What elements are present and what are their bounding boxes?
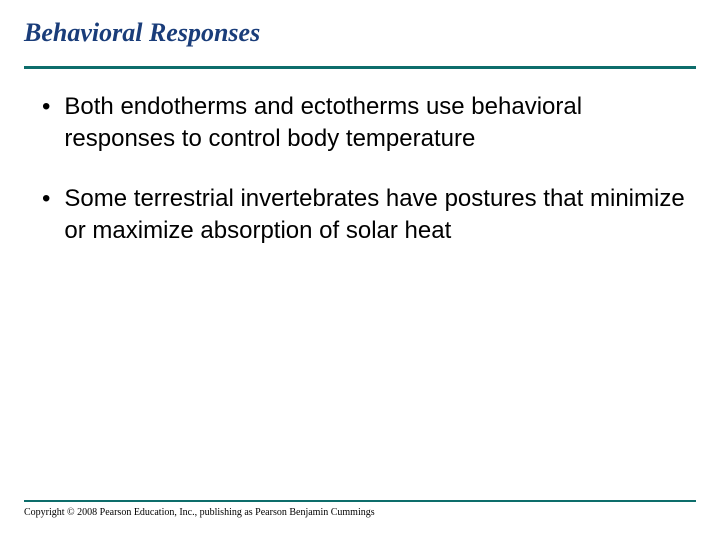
title-divider — [24, 66, 696, 69]
bullet-marker: • — [42, 91, 50, 123]
copyright-text: Copyright © 2008 Pearson Education, Inc.… — [24, 507, 696, 518]
bullet-text: Some terrestrial invertebrates have post… — [64, 183, 686, 247]
footer-divider — [24, 500, 696, 502]
footer: Copyright © 2008 Pearson Education, Inc.… — [24, 500, 696, 518]
bullet-text: Both endotherms and ectotherms use behav… — [64, 91, 686, 155]
content-area: • Both endotherms and ectotherms use beh… — [24, 91, 696, 247]
bullet-item: • Both endotherms and ectotherms use beh… — [42, 91, 686, 155]
bullet-marker: • — [42, 183, 50, 215]
bullet-item: • Some terrestrial invertebrates have po… — [42, 183, 686, 247]
slide-container: Behavioral Responses • Both endotherms a… — [0, 0, 720, 540]
slide-title: Behavioral Responses — [24, 18, 696, 48]
